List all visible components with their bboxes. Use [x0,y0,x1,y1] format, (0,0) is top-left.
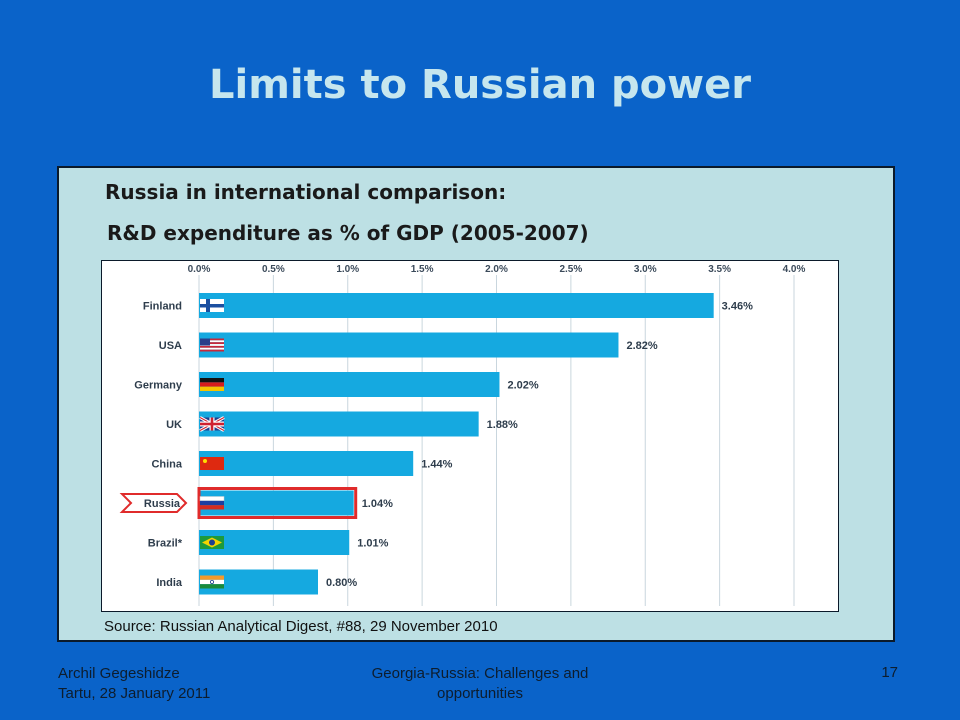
china-flag-icon [200,457,224,470]
bar [199,451,414,476]
category-label: USA [159,340,182,352]
value-label: 1.01% [357,538,388,550]
bar [199,411,479,437]
x-tick-label: 2.0% [485,264,508,275]
bar-chart: 0.0% 0.5% 1.0% 1.5% 2.0% 2.5% 3.0% 3.5% 4.0% Finl… [119,264,806,606]
value-label: 0.80% [326,577,357,589]
value-label: 1.44% [421,459,452,471]
x-tick-label: 0.0% [188,264,211,275]
page-number: 17 [881,664,898,681]
bar [199,530,350,555]
india-flag-icon [200,575,224,589]
category-label: Brazil* [148,538,183,550]
germany-flag-icon [200,378,224,391]
footer-talk-title: Georgia-Russia: Challenges and opportuni… [330,664,630,704]
value-label: 1.04% [362,498,393,510]
category-label: China [151,459,182,471]
highlight-arrow [119,493,188,513]
x-tick-label: 3.5% [708,264,731,275]
category-label: UK [166,419,182,431]
category-label: Germany [134,380,183,392]
x-tick-label: 2.5% [559,264,582,275]
chart-title: R&D expenditure as % of GDP (2005-2007) [107,221,589,245]
value-label: 3.46% [722,301,753,313]
value-label: 2.02% [507,380,538,392]
x-tick-label: 1.0% [336,264,359,275]
value-label: 1.88% [487,419,518,431]
category-label: India [156,577,183,589]
value-label: 2.82% [626,340,657,352]
highlight-box [197,487,358,519]
footer-author: Archil Gegeshidze Tartu, 28 January 2011 [58,664,210,704]
uk-flag-icon [199,416,225,432]
x-tick-label: 0.5% [262,264,285,275]
x-tick-label: 1.5% [411,264,434,275]
bar [199,490,354,516]
slide-title: Limits to Russian power [209,62,751,108]
source-note: Source: Russian Analytical Digest, #88, … [104,618,498,635]
bar [199,332,619,358]
x-tick-label: 4.0% [783,264,806,275]
finland-flag-icon [200,299,224,312]
bar [199,293,714,318]
category-label: Finland [143,301,182,313]
author-name: Archil Gegeshidze [58,665,180,682]
chart-area: 0.0% 0.5% 1.0% 1.5% 2.0% 2.5% 3.0% 3.5% 4.0% Finl… [101,260,839,612]
usa-flag-icon [200,338,224,352]
chart-panel: Russia in international comparison: R&D … [57,166,895,642]
place-date: Tartu, 28 January 2011 [58,685,211,702]
russia-flag-icon [199,496,225,510]
talk-title-line2: opportunities [437,685,523,702]
brazil-flag-icon [200,536,224,549]
x-tick-label: 3.0% [634,264,657,275]
category-label: Russia [144,498,181,510]
bar [199,372,500,397]
chart-subtitle: Russia in international comparison: [105,180,507,204]
talk-title-line1: Georgia-Russia: Challenges and [371,665,589,682]
